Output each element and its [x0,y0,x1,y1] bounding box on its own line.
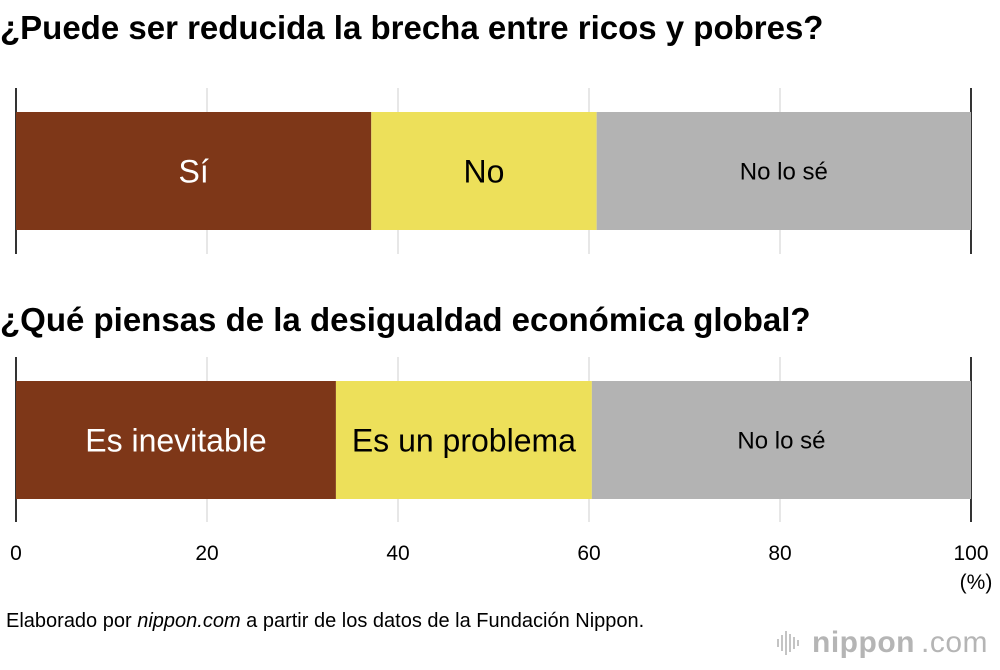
brand-logo: nippon .com [776,626,988,660]
axis-unit-label: (%) [960,571,993,594]
bar-1-label-1: Es un problema [352,423,576,459]
sound-wave-icon [777,631,800,655]
bar-0-label-0: Sí [179,154,209,190]
tick-label-20: 20 [195,542,218,565]
bar-1-label-2: No lo sé [737,428,825,455]
source-suffix: a partir de los datos de la Fundación Ni… [240,610,645,632]
brand-suffix: .com [920,626,988,659]
stacked-bar-chart: Sí No No lo sé Es inevitable Es un problema N… [10,88,993,594]
bar-0-segment-0 [16,112,372,230]
tick-label-0: 0 [10,542,22,565]
bar-0-segment-2 [596,112,971,230]
source-note: Elaborado por nippon.com a partir de los… [6,608,746,634]
tick-label-80: 80 [768,542,791,565]
question-2-title: ¿Qué piensas de la desigualdad económica… [0,301,811,338]
tick-label-100: 100 [953,542,988,565]
bar-1-segment-1 [335,381,592,499]
bar-0-label-2: No lo sé [740,159,828,186]
bar-1-segment-0 [16,381,336,499]
bar-0-segment-1 [371,112,597,230]
source-site: nippon.com [137,610,241,632]
bar-1-label-0: Es inevitable [85,423,266,459]
bar-1-segment-2 [591,381,971,499]
source-prefix: Elaborado por [6,610,138,632]
bar-0-label-1: No [463,154,504,190]
tick-label-40: 40 [386,542,409,565]
brand-name: nippon [812,626,915,659]
question-1-title: ¿Puede ser reducida la brecha entre rico… [0,9,824,46]
tick-label-60: 60 [577,542,600,565]
